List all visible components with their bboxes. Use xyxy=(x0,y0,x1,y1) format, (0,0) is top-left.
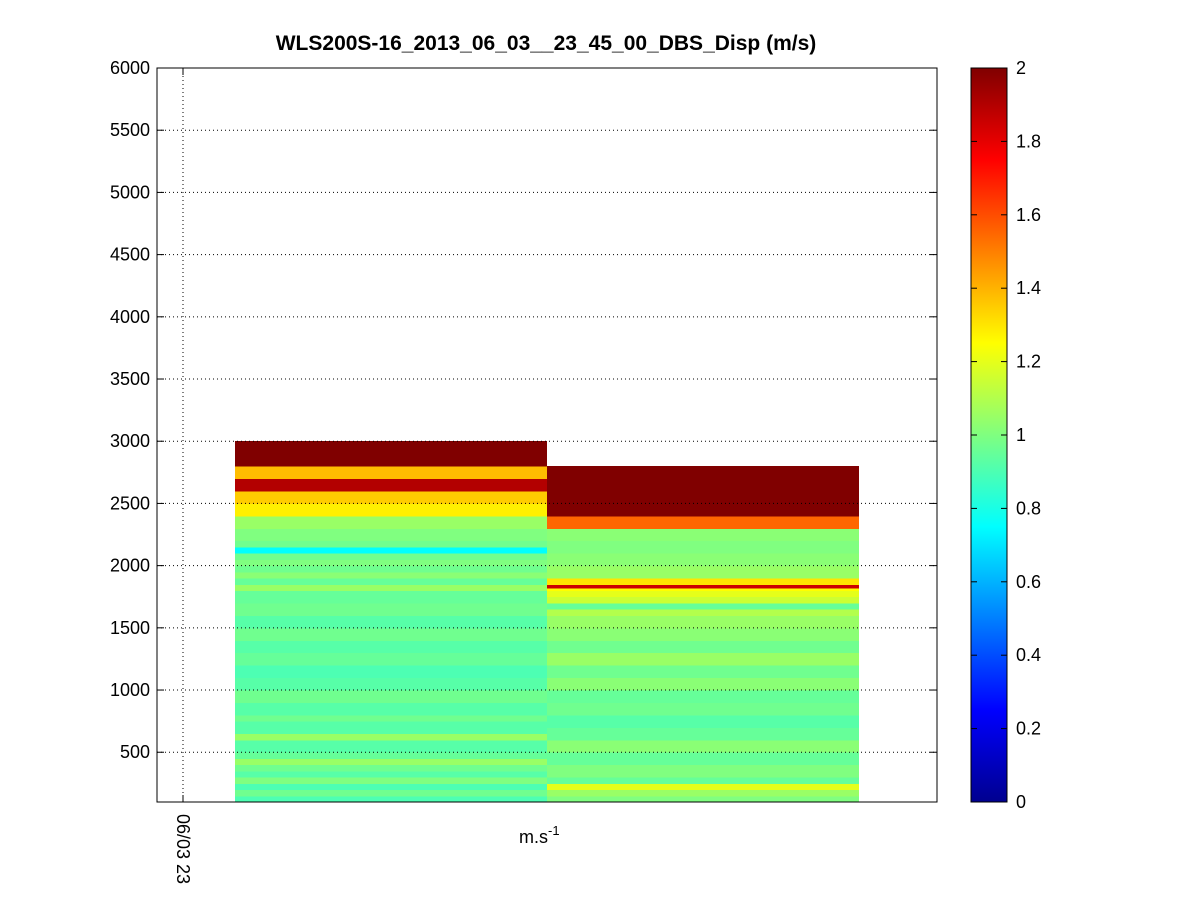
heatmap-cell-c0-r20 xyxy=(235,602,547,616)
heatmap-cell-c1-r15 xyxy=(547,627,859,641)
heatmap-cell-c1-r28 xyxy=(547,515,859,529)
y-tick-label: 3500 xyxy=(110,369,150,389)
y-tick-label: 2000 xyxy=(110,556,150,576)
heatmap-cell-c0-r33 xyxy=(235,490,547,504)
heatmap-cell-c1-r2 xyxy=(547,783,859,791)
heatmap-cell-c0-r2 xyxy=(235,783,547,791)
heatmap-cell-c1-r14 xyxy=(547,640,859,654)
heatmap-cell-c1-r12 xyxy=(547,665,859,679)
y-tick-label: 3000 xyxy=(110,431,150,451)
y-tick-label: 1000 xyxy=(110,680,150,700)
colorbar-tick-label: 1.8 xyxy=(1016,131,1041,151)
heatmap-cell-c0-r36 xyxy=(235,441,547,467)
y-tick-label: 1500 xyxy=(110,618,150,638)
heatmap-cell-c0-r16 xyxy=(235,652,547,666)
chart-title: WLS200S-16_2013_06_03__23_45_00_DBS_Disp… xyxy=(276,32,817,55)
heatmap-cell-c0-r24 xyxy=(235,571,547,579)
heatmap-cell-c0-r25 xyxy=(235,565,547,573)
colorbar-tick-label: 0.4 xyxy=(1016,645,1041,665)
heatmap-cell-c1-r24 xyxy=(547,565,859,579)
heatmap-cell-c0-r17 xyxy=(235,640,547,654)
heatmap-cell-c0-r1 xyxy=(235,789,547,797)
plot-frame xyxy=(156,67,938,803)
heatmap-cell-c1-r16 xyxy=(547,615,859,629)
y-tick-label: 5500 xyxy=(110,120,150,140)
colorbar-tick-label: 1 xyxy=(1016,425,1026,445)
y-tick-label: 5000 xyxy=(110,182,150,202)
colorbar-tick-label: 0 xyxy=(1016,792,1026,812)
heatmap-cell-c1-r9 xyxy=(547,702,859,716)
colorbar-ticks: 0 0.2 0.4 0.6 0.8 1 1.2 1.4 1.6 1.8 2 xyxy=(971,58,1041,812)
heatmap-cell-c0-r9 xyxy=(235,733,547,741)
heatmap-cell-c0-r23 xyxy=(235,578,547,585)
heatmap-cell-c0-r15 xyxy=(235,665,547,679)
heatmap-cell-c1-r4 xyxy=(547,764,859,778)
heatmap-cell-c0-r35 xyxy=(235,466,547,480)
heatmap-cell-c1-r22 xyxy=(547,584,859,589)
heatmap-cell-c0-r13 xyxy=(235,690,547,703)
heatmap-cell-c0-r28 xyxy=(235,546,547,554)
y-tick-label: 4500 xyxy=(110,245,150,265)
heatmap-cell-c0-r10 xyxy=(235,721,547,735)
colorbar-tick-label: 1.2 xyxy=(1016,352,1041,372)
x-axis-label: m.s-1 xyxy=(519,823,560,847)
x-axis-ticks: 06/03 23 xyxy=(173,68,193,884)
heatmap-cell-c1-r3 xyxy=(547,777,859,784)
heatmap-cell-c0-r0 xyxy=(235,795,547,803)
heatmap-cell-c1-r13 xyxy=(547,652,859,666)
colorbar-tick-label: 0.2 xyxy=(1016,719,1041,739)
y-tick-label: 2500 xyxy=(110,493,150,513)
heatmap-cell-c0-r26 xyxy=(235,559,547,567)
heatmap-cell-c1-r23 xyxy=(547,578,859,585)
heatmap-cell-c0-r6 xyxy=(235,758,547,766)
heatmap-cell-c0-r5 xyxy=(235,764,547,772)
colorbar-tick-label: 2 xyxy=(1016,58,1026,78)
heatmap-cell-c1-r8 xyxy=(547,714,859,728)
heatmap-cell-c1-r5 xyxy=(547,752,859,766)
heatmap-cell-c0-r30 xyxy=(235,528,547,542)
heatmap-cell-c1-r17 xyxy=(547,609,859,616)
heatmap-cell-c1-r18 xyxy=(547,602,859,610)
y-axis-ticks: 500 1000 1500 2000 2500 3000 3500 4000 4500 5000 5… xyxy=(110,58,937,762)
x-tick-label: 06/03 23 xyxy=(173,814,193,884)
heatmap-cell-c0-r14 xyxy=(235,677,547,691)
heatmap-cell-c1-r11 xyxy=(547,677,859,691)
y-tick-label: 4000 xyxy=(110,307,150,327)
heatmap-cell-c1-r21 xyxy=(547,588,859,592)
heatmap-cell-c0-r4 xyxy=(235,770,547,778)
heatmap-cell-c0-r8 xyxy=(235,739,547,753)
y-tick-label: 6000 xyxy=(110,58,150,78)
colorbar-tick-label: 0.8 xyxy=(1016,498,1041,518)
heatmap-cell-c1-r26 xyxy=(547,540,859,554)
heatmap-cell-c1-r20 xyxy=(547,590,859,598)
heatmap-cell-c1-r29 xyxy=(547,466,859,517)
y-tick-label: 500 xyxy=(120,742,150,762)
heatmap-cell-c0-r11 xyxy=(235,714,547,722)
heatmap-cell-c0-r34 xyxy=(235,478,547,492)
heatmap-cell-c0-r32 xyxy=(235,503,547,517)
heatmap-cell-c0-r21 xyxy=(235,590,547,604)
heatmap-cell-c1-r1 xyxy=(547,789,859,797)
colorbar-tick-label: 1.6 xyxy=(1016,205,1041,225)
heatmap-cell-c1-r27 xyxy=(547,528,859,542)
heatmap-cell-c0-r31 xyxy=(235,515,547,529)
heatmap-cell-c1-r10 xyxy=(547,690,859,703)
heatmap-cell-c0-r7 xyxy=(235,752,547,759)
heatmap-cell-c1-r25 xyxy=(547,553,859,567)
heatmap-cell-c0-r18 xyxy=(235,627,547,641)
heatmap-cell-c1-r19 xyxy=(547,596,859,604)
colorbar-tick-label: 1.4 xyxy=(1016,278,1041,298)
heatmap-cell-c0-r29 xyxy=(235,540,547,548)
heatmap-cells xyxy=(235,441,859,803)
heatmap-cell-c0-r27 xyxy=(235,553,547,560)
heatmap-cell-c0-r12 xyxy=(235,702,547,716)
heatmap-cell-c1-r6 xyxy=(547,739,859,753)
heatmap-cell-c1-r7 xyxy=(547,727,859,741)
heatmap-cell-c0-r3 xyxy=(235,777,547,784)
heatmap-cell-c1-r0 xyxy=(547,795,859,803)
heatmap-cell-c0-r19 xyxy=(235,615,547,629)
heatmap-cell-c0-r22 xyxy=(235,584,547,592)
colorbar-tick-label: 0.6 xyxy=(1016,572,1041,592)
